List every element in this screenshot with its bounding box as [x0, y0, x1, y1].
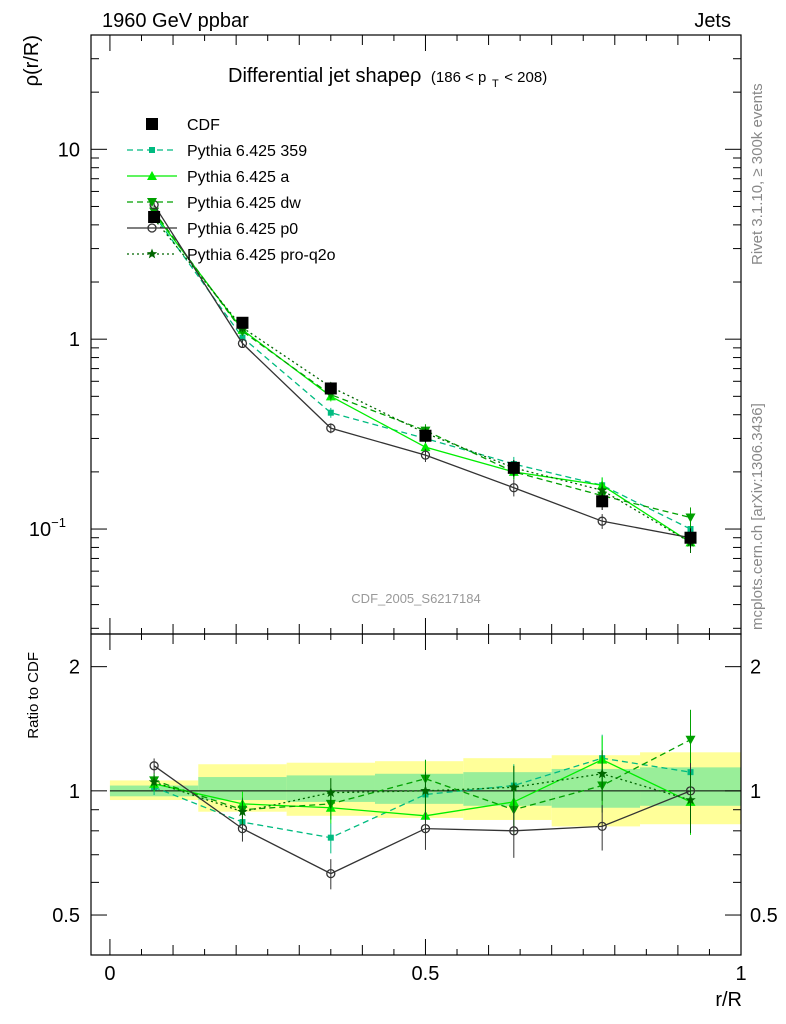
- ratio-y-tick-label-left: 1: [69, 781, 80, 803]
- point-cdf: [236, 316, 249, 329]
- point-pythia-6-425-p0: [597, 516, 607, 526]
- ratio-y-tick-label-right: 2: [750, 657, 761, 679]
- point-pythia-6-425-a: [420, 442, 431, 452]
- main-y-tick-label: 1: [69, 329, 80, 351]
- ratio-point-pythia-6-425-pro-q2o: [596, 768, 608, 779]
- ratio-point-pythia-6-425-pro-q2o: [420, 785, 431, 796]
- ratio-point-pythia-6-425-p0: [597, 821, 607, 832]
- point-pythia-6-425-359: [327, 409, 334, 416]
- point-pythia-6-425-359: [239, 334, 246, 341]
- y-axis-label-ratio: Ratio to CDF: [25, 652, 42, 739]
- ratio-point-pythia-6-425-pro-q2o: [325, 787, 336, 798]
- legend: CDF Pythia 6.425 359 Pythia 6.425 a Pythia …: [127, 117, 336, 264]
- point-pythia-6-425-p0: [509, 483, 519, 493]
- legend-marker-pythia-6-425-a: [147, 171, 157, 180]
- legend-label-pythia-6-425-a: Pythia 6.425 a: [187, 169, 289, 186]
- chart-title: Differential jet shapeρ (186 < p T < 208…: [228, 65, 547, 92]
- y-axis-label-main: ρ(r/R): [21, 35, 43, 86]
- x-tick-label: 0: [104, 963, 115, 985]
- point-cdf: [419, 429, 432, 442]
- header-left: 1960 GeV ppbar: [102, 10, 249, 32]
- ratio-point-pythia-6-425-p0: [326, 868, 336, 879]
- ratio-band-green: [551, 768, 641, 808]
- chart-title-range-end: < 208): [504, 69, 547, 86]
- main-y-tick-label: 10: [58, 139, 80, 161]
- main-y-tick-exp: −1: [51, 515, 66, 530]
- ratio-point-pythia-6-425-pro-q2o: [685, 794, 696, 805]
- legend-label-pythia-6-425-pro-q2o: Pythia 6.425 pro-q2o: [187, 247, 336, 264]
- point-cdf: [148, 211, 161, 224]
- legend-marker-pythia-6-425-359: [149, 147, 155, 153]
- point-pythia-6-425-dw: [685, 513, 696, 523]
- main-y-tick-base: 10: [29, 519, 51, 541]
- point-cdf: [324, 382, 337, 395]
- mcplots-label: mcplots.cern.ch [arXiv:1306.3436]: [749, 403, 766, 630]
- main-panel-series: [148, 200, 697, 553]
- legend-label-pythia-6-425-359: Pythia 6.425 359: [187, 143, 307, 160]
- point-pythia-6-425-p0: [420, 450, 431, 460]
- ratio-y-tick-label-right: 1: [750, 781, 761, 803]
- ratio-point-pythia-6-425-pro-q2o: [148, 776, 160, 787]
- chart-title-sub: T: [492, 78, 499, 90]
- ratio-y-tick-label-left: 0.5: [52, 905, 80, 927]
- point-cdf: [596, 495, 609, 508]
- legend-label-pythia-6-425-dw: Pythia 6.425 dw: [187, 195, 301, 212]
- ratio-point-pythia-6-425-pro-q2o: [508, 781, 519, 792]
- legend-marker-pythia-6-425-pro-q2o: [146, 248, 158, 259]
- point-cdf: [507, 461, 520, 474]
- legend-marker-pythia-6-425-dw: [147, 198, 157, 207]
- header-right: Jets: [694, 10, 731, 32]
- chart-title-main: Differential jet shapeρ: [228, 65, 421, 87]
- x-axis-label: r/R: [715, 989, 742, 1011]
- point-cdf: [684, 531, 697, 544]
- legend-label-cdf: CDF: [187, 117, 220, 134]
- ratio-panel-frame: [90, 633, 742, 956]
- ratio-point-pythia-6-425-p0: [509, 826, 519, 836]
- ratio-band-green: [198, 777, 287, 801]
- ratio-y-tick-label-right: 0.5: [750, 905, 778, 927]
- chart-title-range: (186 < p: [431, 69, 486, 86]
- point-pythia-6-425-p0: [237, 338, 248, 349]
- main-y-tick-label: 10−1: [29, 515, 66, 541]
- point-pythia-6-425-p0: [326, 423, 336, 433]
- legend-marker-pythia-6-425-p0: [147, 223, 157, 233]
- ratio-point-pythia-6-425-p0: [149, 761, 159, 771]
- rivet-label: Rivet 3.1.10, ≥ 300k events: [749, 83, 766, 265]
- legend-label-pythia-6-425-p0: Pythia 6.425 p0: [187, 221, 298, 238]
- series-line-pythia-6-425-pro-q2o: [153, 218, 691, 543]
- analysis-watermark: CDF_2005_S6217184: [351, 591, 480, 606]
- x-tick-label: 0.5: [412, 963, 440, 985]
- ratio-point-pythia-6-425-pro-q2o: [237, 806, 248, 817]
- ratio-panel-series: [148, 709, 696, 890]
- ratio-y-tick-label-left: 2: [69, 657, 80, 679]
- point-pythia-6-425-pro-q2o: [596, 484, 608, 495]
- ratio-point-pythia-6-425-dw: [685, 735, 696, 745]
- legend-marker-cdf: [146, 118, 158, 130]
- x-tick-label: 1: [735, 963, 746, 985]
- ratio-point-pythia-6-425-359: [327, 834, 334, 841]
- ratio-point-pythia-6-425-p0: [420, 823, 431, 834]
